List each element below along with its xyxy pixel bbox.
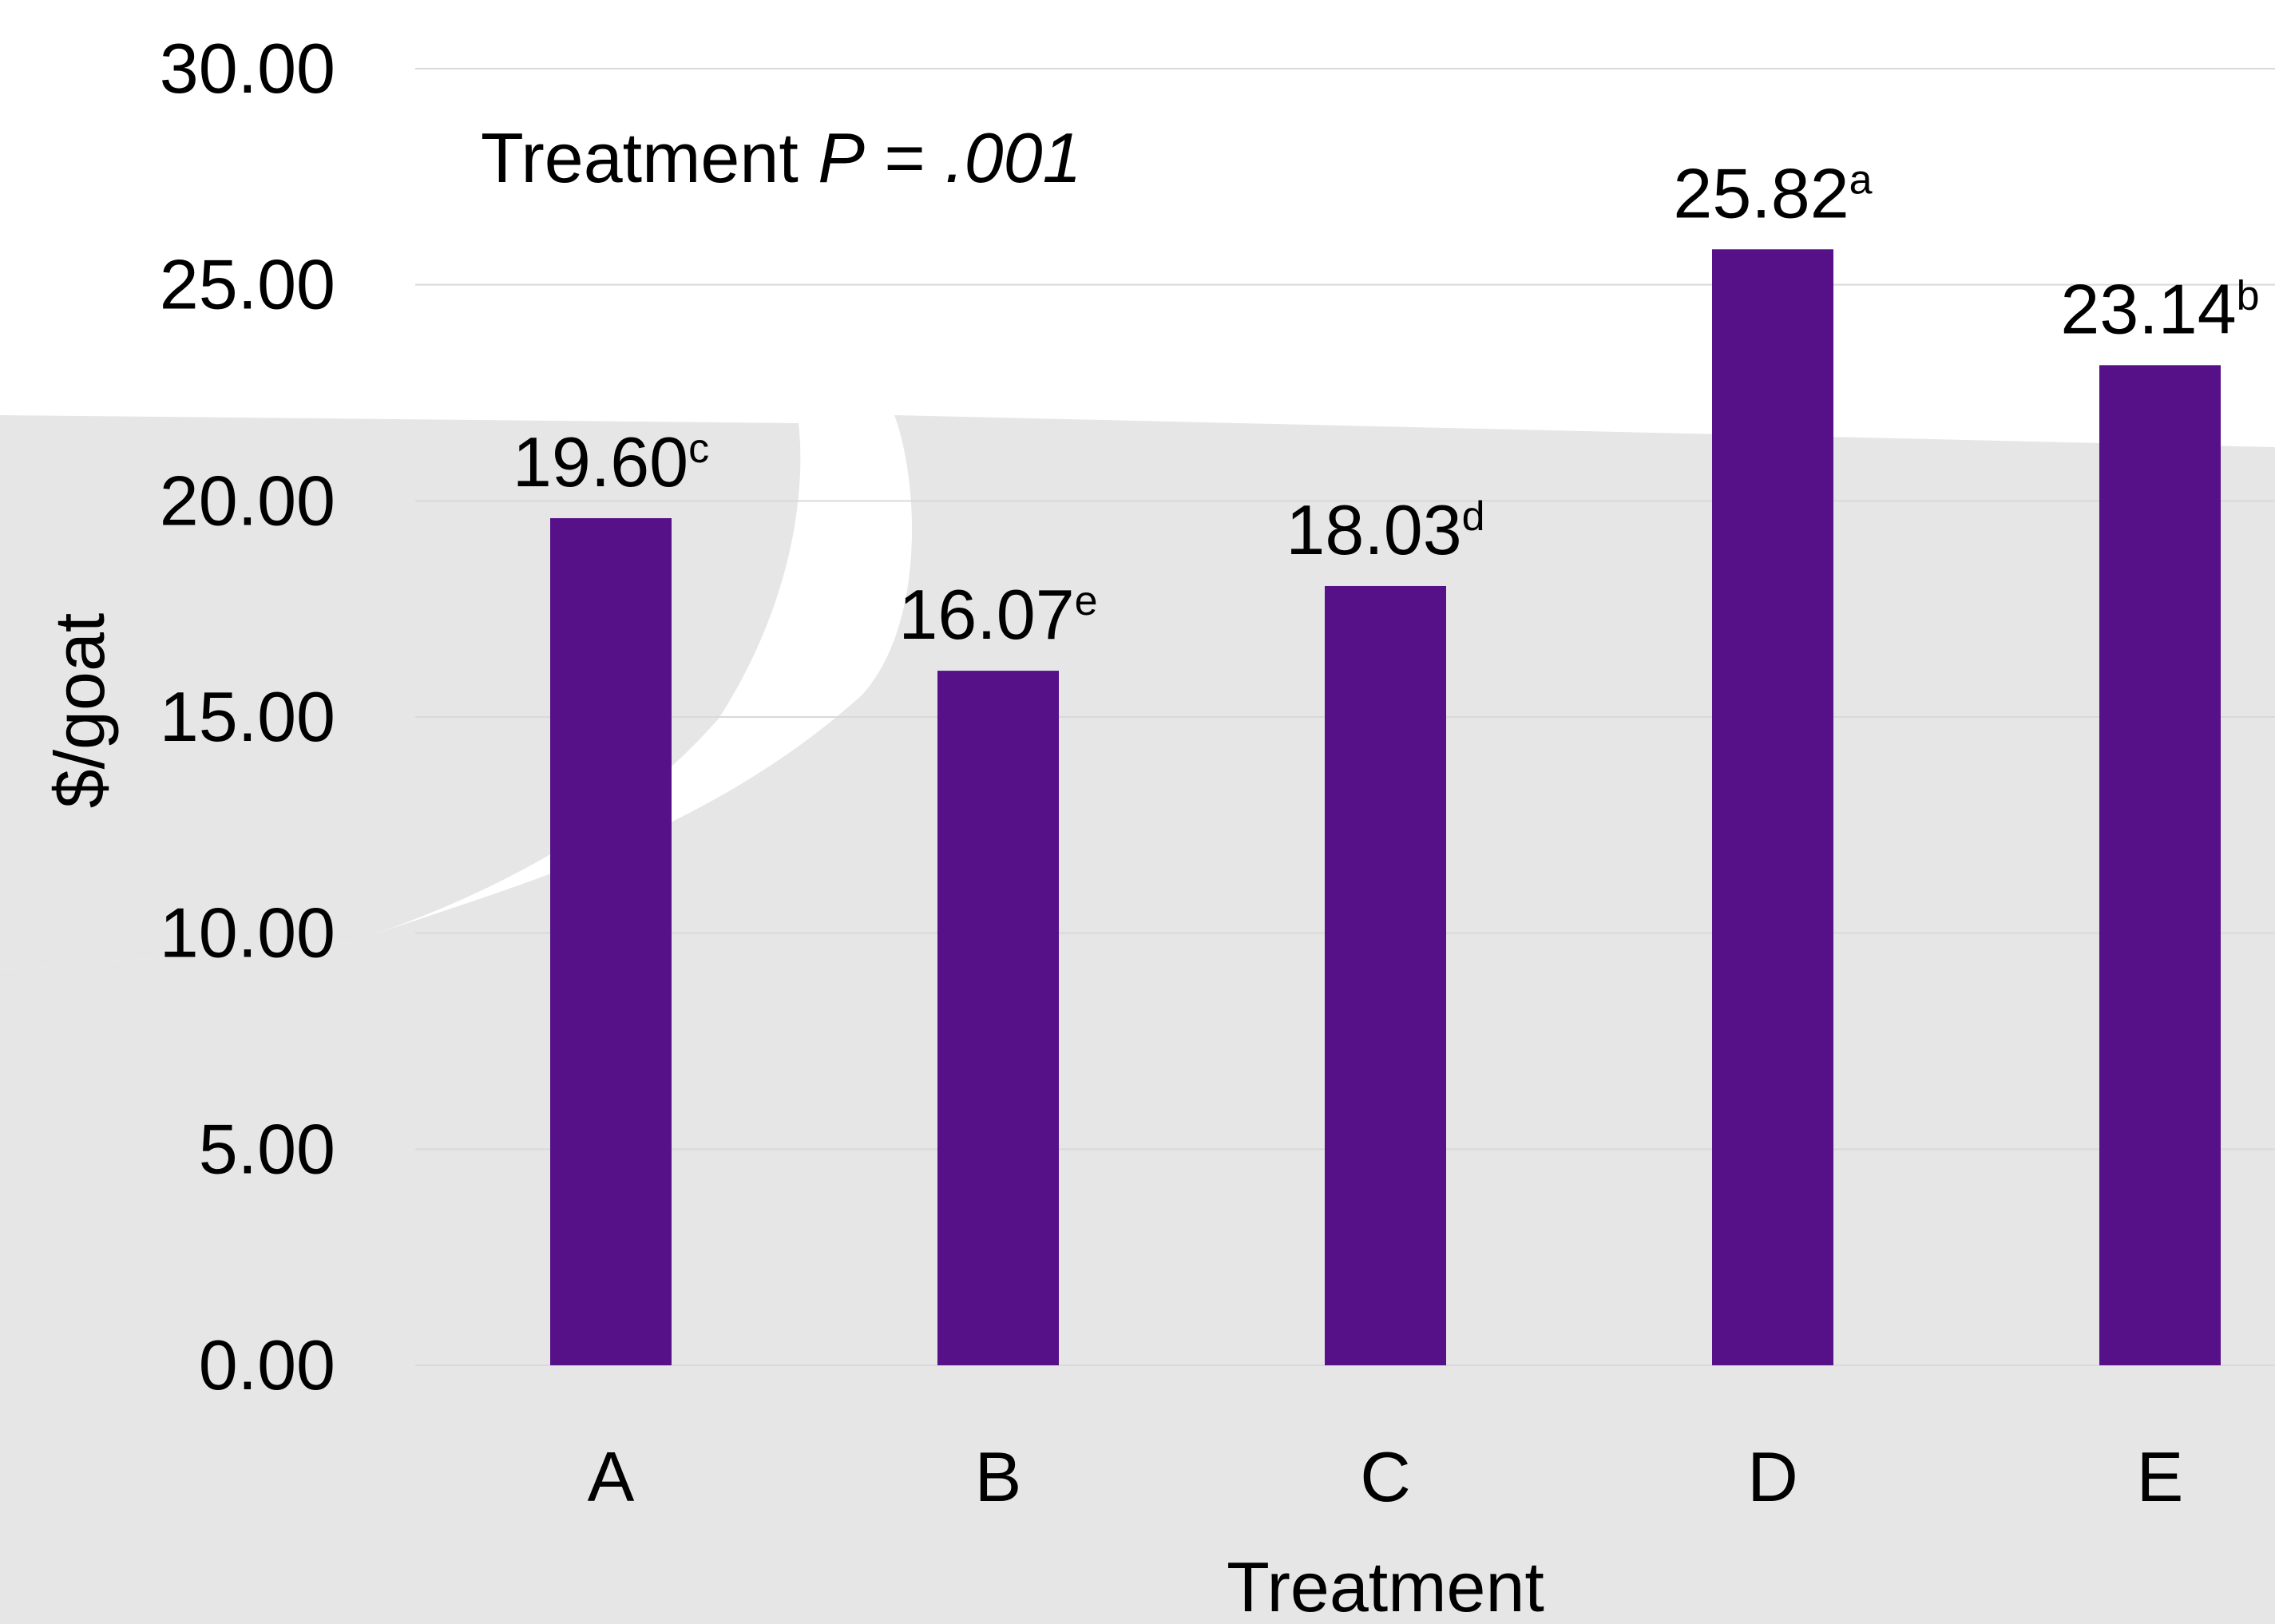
bar-d — [1712, 249, 1833, 1365]
data-label-value: 19.60 — [513, 422, 688, 501]
x-tick-label: E — [2137, 1437, 2184, 1516]
bar-a — [550, 517, 672, 1365]
x-tick-label: A — [588, 1437, 635, 1516]
bars — [550, 249, 2221, 1365]
x-axis-title: Treatment — [1227, 1547, 1544, 1624]
data-label-value: 25.82 — [1673, 153, 1849, 232]
y-tick-label: 15.00 — [160, 677, 335, 756]
bar-e — [2099, 365, 2221, 1365]
data-label-value: 23.14 — [2060, 269, 2236, 348]
annotation-equals: = — [865, 118, 945, 197]
annotation-p-value: .001 — [945, 118, 1081, 197]
y-tick-label: 20.00 — [160, 461, 335, 540]
x-axis-tick-labels: A B C D E — [588, 1437, 2184, 1516]
data-label-value: 18.03 — [1286, 490, 1461, 569]
bar-b — [937, 671, 1059, 1365]
y-axis-title: $/goat — [40, 613, 119, 809]
annotation-p-symbol: P — [818, 118, 865, 197]
y-tick-label: 10.00 — [160, 893, 335, 972]
data-label-c: 18.03d — [1286, 490, 1484, 569]
x-tick-label: B — [975, 1437, 1022, 1516]
x-tick-label: D — [1747, 1437, 1798, 1516]
y-tick-label: 5.00 — [199, 1109, 335, 1188]
y-tick-label: 25.00 — [160, 245, 335, 324]
data-label-superscript: a — [1849, 156, 1873, 203]
data-label-superscript: c — [688, 426, 709, 472]
x-tick-label: C — [1360, 1437, 1411, 1516]
annotation-prefix: Treatment — [481, 118, 818, 197]
data-label-value: 16.07 — [898, 575, 1074, 654]
data-label-superscript: b — [2237, 272, 2260, 319]
y-tick-label: 0.00 — [199, 1325, 335, 1404]
data-label-superscript: e — [1075, 578, 1098, 624]
data-label-b: 16.07e — [898, 575, 1097, 654]
y-tick-label: 30.00 — [160, 29, 335, 108]
data-label-d: 25.82a — [1673, 153, 1872, 232]
data-label-a: 19.60c — [513, 422, 709, 501]
y-axis-tick-labels: 0.00 5.00 10.00 15.00 20.00 25.00 30.00 — [160, 29, 335, 1404]
bar-c — [1325, 585, 1446, 1365]
background-watermark — [0, 415, 2275, 1624]
data-label-e: 23.14b — [2060, 269, 2259, 348]
treatment-p-annotation: Treatment P = .001 — [481, 118, 1082, 197]
data-label-superscript: d — [1462, 493, 1485, 540]
data-labels: 19.60c 16.07e 18.03d 25.82a 23.14b — [513, 153, 2260, 654]
